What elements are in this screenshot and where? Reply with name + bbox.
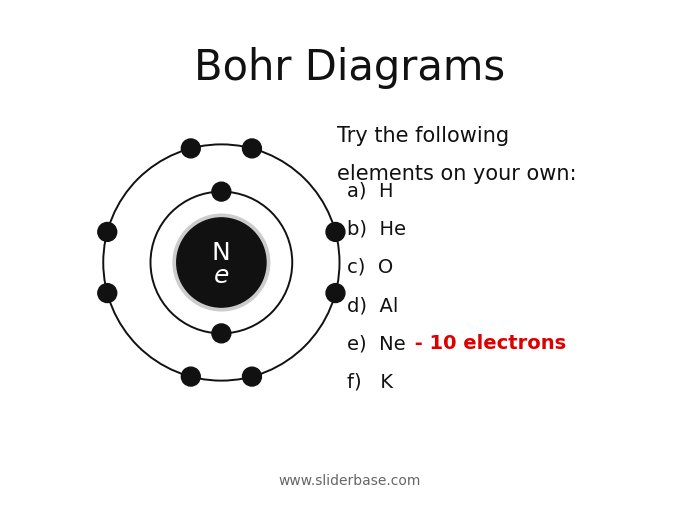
Circle shape bbox=[181, 139, 200, 158]
Circle shape bbox=[181, 367, 200, 386]
Circle shape bbox=[98, 223, 117, 242]
Text: f)   K: f) K bbox=[347, 373, 393, 392]
Circle shape bbox=[242, 139, 261, 158]
Text: elements on your own:: elements on your own: bbox=[337, 164, 576, 184]
Circle shape bbox=[242, 367, 261, 386]
Circle shape bbox=[176, 218, 266, 307]
Text: e: e bbox=[214, 264, 229, 288]
Text: Bohr Diagrams: Bohr Diagrams bbox=[195, 47, 505, 89]
Circle shape bbox=[326, 223, 345, 242]
Text: b)  He: b) He bbox=[347, 219, 407, 238]
Circle shape bbox=[98, 284, 117, 302]
Text: www.sliderbase.com: www.sliderbase.com bbox=[279, 474, 421, 488]
Circle shape bbox=[173, 214, 270, 311]
Text: e)  Ne: e) Ne bbox=[347, 334, 406, 353]
Circle shape bbox=[212, 324, 231, 343]
Circle shape bbox=[212, 182, 231, 201]
Text: d)  Al: d) Al bbox=[347, 296, 399, 315]
Text: a)  H: a) H bbox=[347, 181, 394, 200]
Text: c)  O: c) O bbox=[347, 258, 393, 277]
Text: N: N bbox=[212, 241, 231, 265]
Text: Try the following: Try the following bbox=[337, 126, 509, 146]
Circle shape bbox=[326, 284, 345, 302]
Text: - 10 electrons: - 10 electrons bbox=[407, 334, 566, 353]
